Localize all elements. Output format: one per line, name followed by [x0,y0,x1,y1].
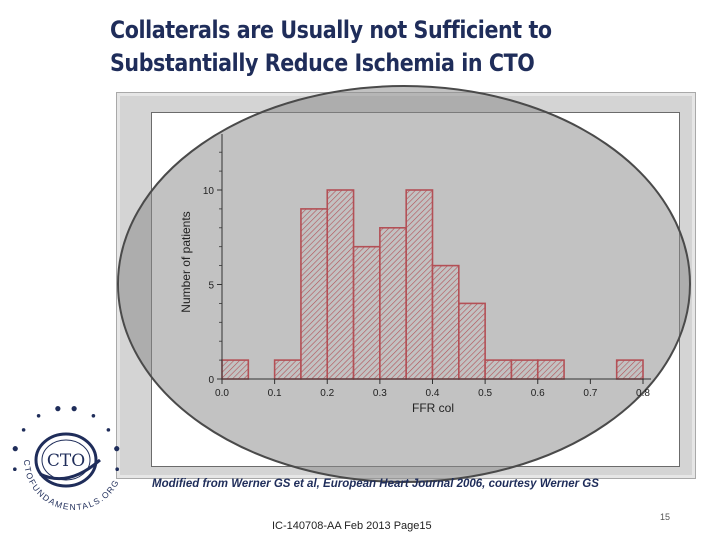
logo-dot [115,467,119,472]
logo-dot [12,446,18,452]
x-tick-label: 0.2 [320,388,334,399]
citation-text: Modified from Werner GS et al, European … [152,478,599,490]
logo-dots [12,406,120,472]
highlight-ellipse [117,85,691,483]
logo-dot [114,446,120,452]
slide-title-line-2: Substantially Reduce Ischemia in CTO [110,49,535,77]
logo-dot [55,406,61,412]
logo-badge-inner-ring [41,439,91,481]
x-tick-label: 0.0 [215,388,229,399]
y-axis-label: Number of patients [179,211,193,312]
logo-dot [71,406,77,412]
x-tick-label: 0.6 [531,388,545,399]
y-tick-label: 10 [203,186,215,197]
x-tick-label: 0.7 [583,388,597,399]
cto-fundamentals-logo: CTO CTOFUNDAMENTALS.ORG [12,406,120,512]
x-tick-label: 0.3 [373,388,387,399]
y-tick-label: 5 [208,281,214,292]
logo-dot [91,414,96,418]
x-tick-label: 0.4 [426,388,440,399]
x-axis-label: FFR col [412,401,454,415]
logo-dot [21,428,26,432]
x-tick-label: 0.8 [636,388,650,399]
logo-swoosh [39,458,101,481]
logo-dot [36,414,41,418]
x-tick-label: 0.1 [268,388,282,399]
x-tick-label: 0.5 [478,388,492,399]
y-tick-label: 0 [208,375,214,386]
axes-layer: 0 5 10 0.0 0.1 0.2 0.3 0.4 0.5 0.6 0.7 0.8 [203,134,651,399]
slide-title: Collaterals are Usually not Sufficient t… [110,14,626,80]
slide-title-line-1: Collaterals are Usually not Sufficient t… [110,16,552,44]
page-number: 15 [660,512,671,522]
logo-dot [106,428,111,432]
logo-dot [13,467,17,472]
logo-center-text: CTO [47,451,85,471]
footer-text: IC-140708-AA Feb 2013 Page15 [272,520,432,532]
